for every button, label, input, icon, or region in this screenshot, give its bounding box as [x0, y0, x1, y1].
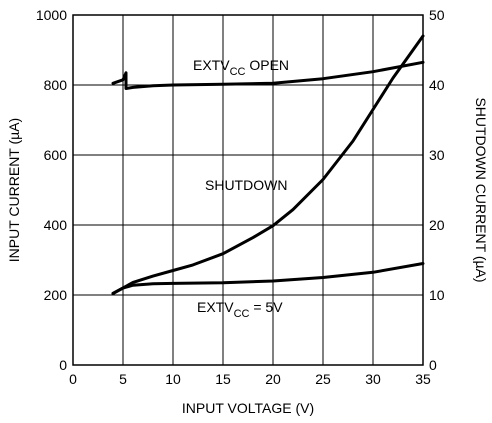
y-tick-label: 200 — [44, 287, 68, 303]
x-tick-label: 0 — [69, 371, 77, 387]
series-line-extvcc-open — [111, 60, 425, 90]
y2-tick-label: 0 — [429, 357, 437, 373]
curve-label-subscript: CC — [234, 308, 250, 320]
curve-label-extvcc-open: EXTVCC OPEN — [193, 57, 289, 78]
x-tick-label: 20 — [265, 371, 281, 387]
x-tick-label: 15 — [215, 371, 231, 387]
x-tick-label: 10 — [165, 371, 181, 387]
curve-label-shutdown: SHUTDOWN — [205, 177, 287, 193]
curve-label-subscript: CC — [230, 66, 246, 78]
y2-tick-label: 30 — [429, 147, 445, 163]
curve-label-main: EXTV — [197, 299, 234, 315]
x-tick-label: 25 — [315, 371, 331, 387]
tick-labels: 0 5 10 15 20 25 30 3502004006008001000010203040… — [36, 7, 445, 387]
curve-label-main: SHUTDOWN — [205, 177, 287, 193]
y-tick-label: 600 — [44, 147, 68, 163]
y2-tick-label: 50 — [429, 7, 445, 23]
series-line-shutdown — [111, 34, 425, 296]
y2-tick-label: 10 — [429, 287, 445, 303]
series-line-extvcc-5v — [111, 262, 425, 295]
y-tick-label: 400 — [44, 217, 68, 233]
grid — [73, 15, 423, 365]
y2-tick-label: 40 — [429, 77, 445, 93]
y-tick-label: 1000 — [36, 7, 67, 23]
curve-label-extvcc-5v: EXTVCC = 5V — [197, 299, 283, 320]
plot-frame — [72, 14, 424, 366]
curve-label-suffix: OPEN — [245, 57, 289, 73]
curves — [111, 34, 425, 296]
x-tick-label: 35 — [415, 371, 431, 387]
y-tick-label: 800 — [44, 77, 68, 93]
y-tick-label: 0 — [59, 357, 67, 373]
x-tick-label: 30 — [365, 371, 381, 387]
y2-tick-label: 20 — [429, 217, 445, 233]
x-tick-label: 5 — [119, 371, 127, 387]
y-axis-title: INPUT CURRENT (µA) — [6, 118, 22, 262]
curve-label-suffix: = 5V — [249, 299, 283, 315]
y2-axis-title: SHUTDOWN CURRENT (µA) — [473, 97, 489, 282]
x-axis-title: INPUT VOLTAGE (V) — [182, 400, 314, 416]
curve-label-main: EXTV — [193, 57, 230, 73]
